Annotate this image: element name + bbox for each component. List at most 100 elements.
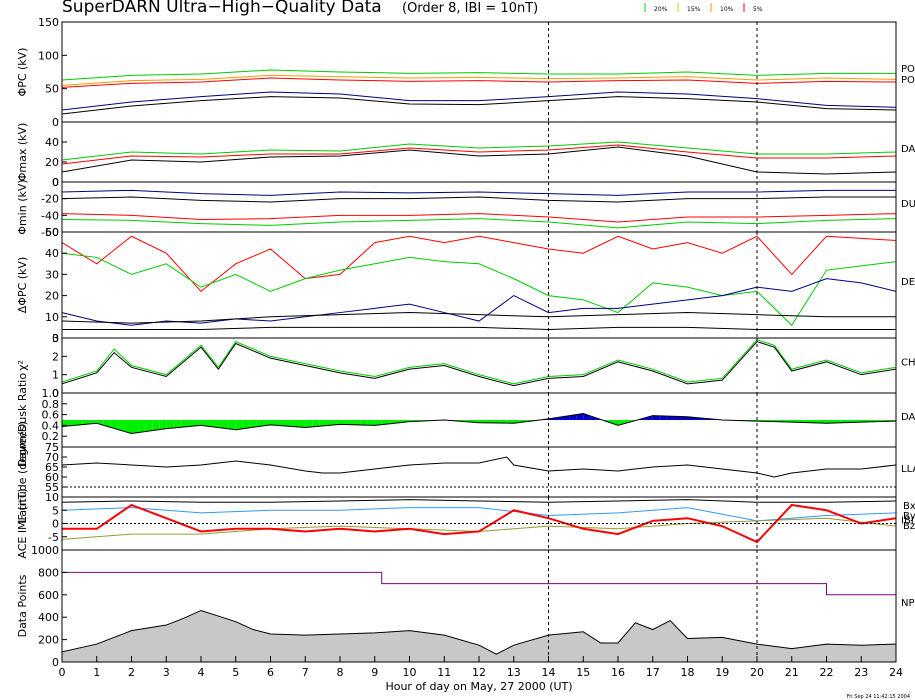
y-tick-label: 10 bbox=[45, 491, 59, 504]
ratio-fill bbox=[583, 413, 591, 420]
y-tick-label: 100 bbox=[38, 49, 59, 62]
series-line bbox=[62, 189, 896, 196]
ratio-fill bbox=[333, 420, 340, 425]
panel-ratio: 0.20.40.60.81.0 Dawn/Dusk Ratio DAY bbox=[16, 373, 915, 467]
ratio-fill bbox=[812, 420, 820, 424]
ratio-fill bbox=[659, 415, 667, 420]
y-axis-label: Φmin (kV) bbox=[16, 179, 29, 234]
ratio-fill bbox=[673, 416, 681, 420]
x-tick-label: 23 bbox=[854, 666, 868, 679]
panel-frame bbox=[61, 181, 897, 233]
panel-right-label: PO bbox=[901, 75, 915, 86]
ratio-fill bbox=[270, 420, 278, 426]
series-line bbox=[62, 413, 896, 435]
ratio-fill bbox=[256, 420, 264, 427]
y-tick-label: 1 bbox=[52, 369, 59, 382]
y-tick-label: 40 bbox=[45, 136, 59, 149]
ratio-fill bbox=[611, 420, 618, 426]
panel-points: 0 200 400 600 800 1000 Data Points NP bbox=[16, 544, 915, 669]
ratio-fill bbox=[138, 420, 146, 433]
ratio-fill bbox=[249, 420, 257, 428]
imf-component-label: Bz bbox=[903, 521, 915, 532]
y-axis-label: χ² bbox=[16, 360, 29, 371]
x-axis: 0 1 2 3 4 5 6 7 8 9 10 11 12 13 14 15 16 17 18 19 20 21 22 23 24 bbox=[59, 656, 903, 679]
chart-subtitle: (Order 8, IBI = 10nT) bbox=[402, 1, 538, 16]
series-line bbox=[62, 339, 896, 385]
y-tick-label: -5 bbox=[48, 531, 59, 544]
ratio-fill bbox=[652, 415, 660, 420]
series-line bbox=[62, 252, 896, 327]
ratio-fill bbox=[124, 420, 132, 434]
y-tick-label: 10 bbox=[45, 311, 59, 324]
y-tick-label: 0 bbox=[52, 176, 59, 189]
x-tick-label: 11 bbox=[437, 666, 451, 679]
ratio-fill bbox=[326, 420, 334, 426]
x-tick-label: 19 bbox=[715, 666, 729, 679]
imf-component-label: Bx bbox=[903, 501, 915, 512]
y-axis-label: Latitude (degrees) bbox=[16, 421, 29, 523]
legend-label: 15% bbox=[687, 6, 701, 13]
x-axis-label: Hour of day on May, 27 2000 (UT) bbox=[385, 680, 572, 693]
ratio-fill bbox=[117, 420, 125, 432]
ratio-fill bbox=[242, 420, 250, 429]
series-line bbox=[62, 503, 896, 544]
ratio-fill bbox=[291, 420, 299, 428]
ratio-fill bbox=[353, 420, 361, 425]
series-line bbox=[62, 235, 896, 293]
y-tick-label: 75 bbox=[45, 441, 59, 454]
y-tick-label: 2 bbox=[52, 350, 59, 363]
points-area bbox=[62, 610, 896, 662]
ratio-fill bbox=[207, 420, 215, 428]
x-tick-label: 1 bbox=[93, 666, 100, 679]
ratio-fill bbox=[110, 420, 118, 430]
y-tick-label: 0 bbox=[52, 387, 59, 400]
y-tick-label: -40 bbox=[41, 209, 59, 222]
y-tick-label: 0 bbox=[52, 656, 59, 669]
timestamp: Fri Sep 24 11:42:15 2004 bbox=[847, 694, 910, 700]
series-line bbox=[62, 96, 896, 115]
x-tick-label: 15 bbox=[576, 666, 590, 679]
ratio-fill bbox=[228, 420, 236, 430]
x-tick-label: 20 bbox=[750, 666, 764, 679]
ratio-fill bbox=[201, 420, 208, 427]
series-line bbox=[62, 499, 896, 503]
y-tick-label: 150 bbox=[38, 16, 59, 29]
panel-right-label: IBI bbox=[901, 516, 914, 527]
ratio-fill bbox=[840, 420, 848, 423]
series-line bbox=[62, 218, 896, 229]
ratio-fill bbox=[221, 420, 229, 429]
ratio-fill bbox=[506, 420, 514, 424]
series-line bbox=[62, 74, 896, 86]
y-tick-label: 60 bbox=[45, 471, 59, 484]
points-line bbox=[62, 609, 896, 655]
series-line bbox=[62, 341, 896, 387]
panel-right-label: NP bbox=[901, 598, 915, 609]
series-line bbox=[62, 91, 896, 111]
x-tick-label: 5 bbox=[232, 666, 239, 679]
legend: 20% 15% 10% 5% bbox=[644, 3, 763, 13]
panel-dphipc: 0 10 20 30 40 50 ΔΦPC (kV) DE bbox=[16, 226, 915, 345]
ratio-fill bbox=[374, 420, 382, 426]
series-line bbox=[62, 312, 896, 324]
y-axis-label: Dawn/Dusk Ratio bbox=[16, 373, 29, 467]
x-tick-label: 4 bbox=[198, 666, 205, 679]
y-tick-label: 0.2 bbox=[42, 430, 60, 443]
imf-component-label: By bbox=[903, 511, 915, 522]
panel-right-label: PO bbox=[901, 64, 915, 75]
x-tick-label: 10 bbox=[403, 666, 417, 679]
series-line bbox=[62, 456, 896, 478]
panel-right-label: DAY bbox=[901, 144, 915, 155]
ratio-fill bbox=[340, 420, 347, 425]
y-tick-label: 20 bbox=[45, 290, 59, 303]
panel-right-label: DE bbox=[901, 277, 915, 288]
ratio-fill bbox=[680, 416, 688, 420]
y-tick-label: 70 bbox=[45, 451, 59, 464]
y-axis-label: ACE IMF (nT) bbox=[16, 488, 29, 558]
x-tick-label: 24 bbox=[889, 666, 903, 679]
series-line bbox=[62, 196, 896, 203]
y-tick-label: 30 bbox=[45, 268, 59, 281]
ratio-fill bbox=[576, 413, 584, 420]
x-tick-label: 18 bbox=[681, 666, 695, 679]
x-tick-label: 22 bbox=[820, 666, 834, 679]
